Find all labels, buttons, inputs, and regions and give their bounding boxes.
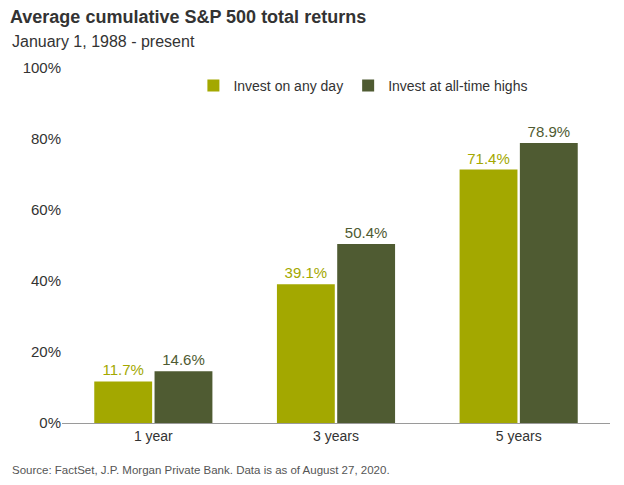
svg-text:39.1%: 39.1% bbox=[285, 264, 328, 281]
svg-text:5 years: 5 years bbox=[496, 428, 542, 444]
svg-text:50.4%: 50.4% bbox=[345, 224, 388, 241]
svg-text:40%: 40% bbox=[31, 272, 61, 289]
svg-text:11.7%: 11.7% bbox=[102, 361, 143, 378]
svg-text:60%: 60% bbox=[31, 201, 61, 218]
svg-text:0%: 0% bbox=[39, 414, 61, 431]
svg-text:14.6%: 14.6% bbox=[162, 351, 205, 368]
svg-text:3 years: 3 years bbox=[313, 428, 359, 444]
svg-text:78.9%: 78.9% bbox=[528, 123, 571, 140]
svg-text:Source: FactSet, J.P. Morgan P: Source: FactSet, J.P. Morgan Private Ban… bbox=[12, 464, 390, 476]
svg-text:1 year: 1 year bbox=[134, 428, 173, 444]
svg-text:100%: 100% bbox=[23, 59, 61, 76]
svg-text:January 1, 1988 - present: January 1, 1988 - present bbox=[12, 33, 195, 50]
svg-text:20%: 20% bbox=[31, 343, 61, 360]
svg-text:71.4%: 71.4% bbox=[467, 150, 510, 167]
svg-text:Invest on any day: Invest on any day bbox=[233, 78, 343, 94]
svg-text:Invest at all-time highs: Invest at all-time highs bbox=[388, 78, 527, 94]
svg-text:80%: 80% bbox=[31, 130, 61, 147]
svg-text:Average cumulative S&P 500 tot: Average cumulative S&P 500 total returns bbox=[10, 7, 366, 27]
